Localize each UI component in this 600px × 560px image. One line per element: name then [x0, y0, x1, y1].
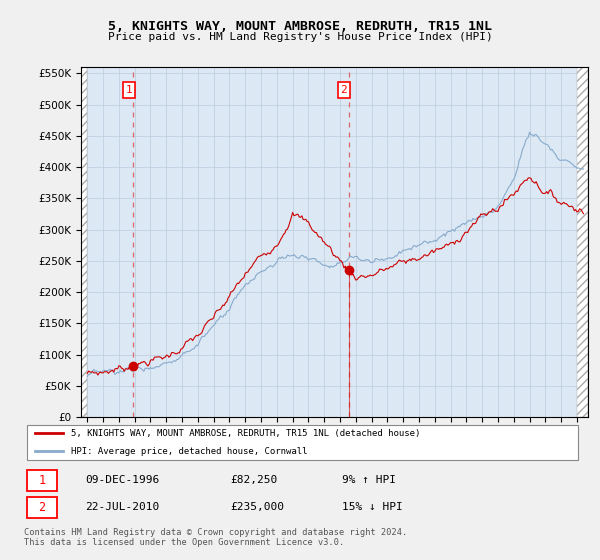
- Text: 1: 1: [125, 85, 132, 95]
- Text: 1: 1: [38, 474, 46, 487]
- FancyBboxPatch shape: [27, 497, 58, 517]
- FancyBboxPatch shape: [27, 469, 58, 491]
- Text: 22-JUL-2010: 22-JUL-2010: [85, 502, 160, 512]
- Text: 2: 2: [38, 501, 46, 514]
- Text: Price paid vs. HM Land Registry's House Price Index (HPI): Price paid vs. HM Land Registry's House …: [107, 32, 493, 43]
- Text: 09-DEC-1996: 09-DEC-1996: [85, 475, 160, 485]
- Text: 9% ↑ HPI: 9% ↑ HPI: [342, 475, 396, 485]
- Text: 5, KNIGHTS WAY, MOUNT AMBROSE, REDRUTH, TR15 1NL (detached house): 5, KNIGHTS WAY, MOUNT AMBROSE, REDRUTH, …: [71, 428, 421, 437]
- Text: 5, KNIGHTS WAY, MOUNT AMBROSE, REDRUTH, TR15 1NL: 5, KNIGHTS WAY, MOUNT AMBROSE, REDRUTH, …: [108, 20, 492, 32]
- Text: Contains HM Land Registry data © Crown copyright and database right 2024.
This d: Contains HM Land Registry data © Crown c…: [24, 528, 407, 547]
- Text: £235,000: £235,000: [230, 502, 284, 512]
- Text: £82,250: £82,250: [230, 475, 278, 485]
- Text: 2: 2: [340, 85, 347, 95]
- Text: HPI: Average price, detached house, Cornwall: HPI: Average price, detached house, Corn…: [71, 447, 308, 456]
- Text: 15% ↓ HPI: 15% ↓ HPI: [342, 502, 403, 512]
- FancyBboxPatch shape: [27, 426, 578, 460]
